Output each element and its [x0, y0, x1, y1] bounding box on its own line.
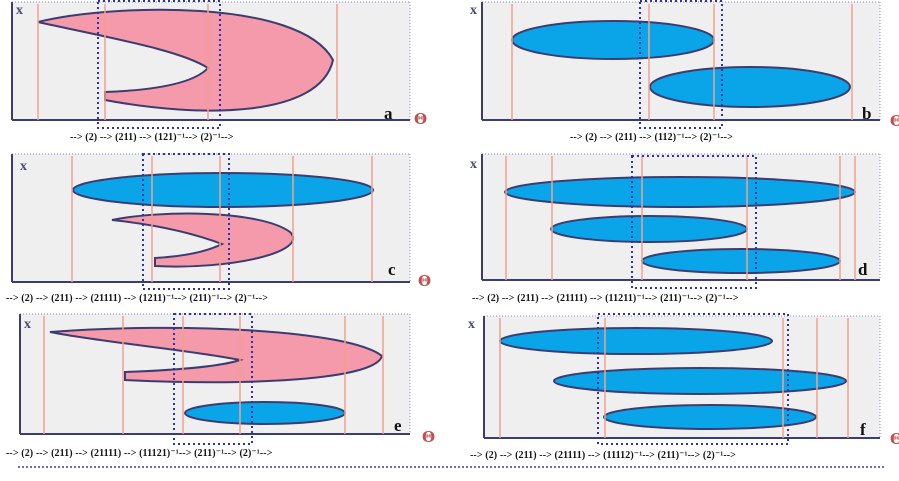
panel-c: x c Θ --> (2) --> (211) --> (21111) --> …	[0, 152, 440, 307]
pink-crescent-shape	[49, 326, 384, 384]
dotted-box	[631, 155, 757, 289]
sequence-label: --> (2) --> (211) --> (112)⁻¹--> (2)⁻¹--…	[570, 132, 733, 143]
blue-ellipse	[649, 66, 851, 108]
panel-f: x f Θ --> (2) --> (211) --> (21111) --> …	[450, 312, 899, 462]
sequence-label: --> (2) --> (211) --> (21111) --> (11211…	[472, 293, 739, 304]
blue-ellipse	[511, 20, 715, 60]
blue-ellipse	[504, 176, 856, 208]
panel-letter: e	[394, 416, 402, 435]
sequence-label: --> (2) --> (211) --> (21111) --> (11121…	[6, 448, 273, 459]
x-axis-label: x	[20, 159, 27, 174]
blue-ellipse	[641, 248, 841, 274]
theta-axis-label: Θ	[414, 110, 428, 128]
panel-e-diagram	[19, 313, 411, 445]
panel-a-diagram	[11, 0, 411, 129]
x-axis-label: x	[24, 317, 31, 332]
dotted-box	[597, 313, 789, 445]
panel-c-diagram	[11, 153, 411, 290]
pink-crescent-shape	[37, 8, 335, 112]
dotted-box	[639, 0, 723, 129]
blue-ellipse	[72, 172, 374, 208]
panel-b: x b Θ --> (2) --> (211) --> (112)⁻¹--> (…	[450, 0, 899, 150]
sequence-label: --> (2) --> (211) --> (121)⁻¹--> (2)⁻¹--…	[70, 132, 234, 143]
panel-e: x e Θ --> (2) --> (211) --> (21111) --> …	[0, 312, 440, 462]
dotted-box	[173, 313, 253, 445]
x-axis-label: x	[468, 317, 475, 332]
blue-ellipse	[603, 404, 817, 430]
panel-b-diagram	[481, 0, 881, 129]
panel-f-diagram	[483, 313, 881, 445]
panel-d: x d --> (2) --> (211) --> (21111) --> (1…	[450, 152, 899, 307]
x-axis-label: x	[470, 157, 477, 172]
dotted-box	[97, 0, 221, 129]
theta-axis-label: Θ	[890, 112, 899, 130]
blue-ellipse	[499, 327, 773, 355]
blue-ellipse	[184, 401, 346, 425]
theta-axis-label: Θ	[890, 430, 899, 448]
pink-crescent-shape	[111, 212, 294, 268]
blue-ellipse	[553, 367, 847, 395]
sequence-label: --> (2) --> (211) --> (21111) --> (11112…	[470, 450, 736, 461]
sequence-label: --> (2) --> (211) --> (21111) --> (1211)…	[6, 293, 268, 304]
panel-d-diagram	[481, 153, 881, 289]
panel-letter: d	[858, 260, 868, 279]
panel-a: x a Θ --> (2) --> (211) --> (121)⁻¹--> (…	[0, 0, 440, 150]
panel-letter: f	[860, 420, 866, 439]
theta-axis-label: Θ	[422, 428, 436, 446]
blue-ellipse	[550, 215, 748, 243]
panel-letter: b	[862, 104, 872, 123]
x-axis-label: x	[470, 3, 477, 18]
theta-axis-label: Θ	[418, 272, 432, 290]
x-axis-label: x	[16, 3, 23, 18]
panel-letter: a	[384, 104, 393, 123]
panel-letter: c	[388, 260, 396, 279]
bottom-dotted-divider	[18, 466, 884, 468]
